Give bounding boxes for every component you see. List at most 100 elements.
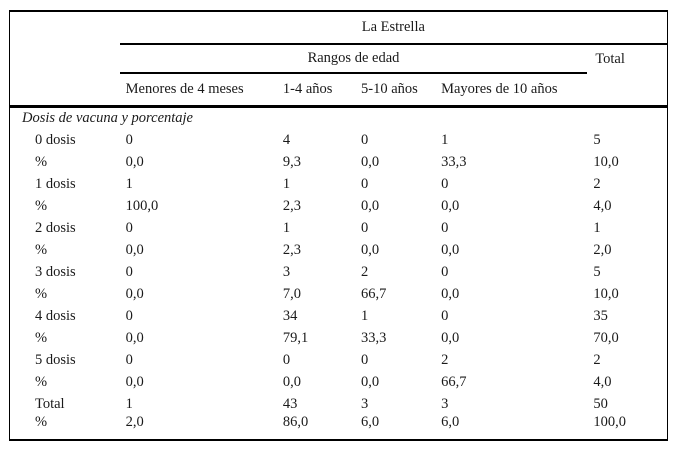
cell: 0 [360,131,369,148]
table-row: % 100,0 2,3 0,0 0,0 4,0 [10,195,668,217]
cell: 70,0 [593,329,619,346]
cell: 1 [593,219,601,236]
row-label: % [35,197,48,214]
cell: 0 [125,131,133,148]
empty-cell [10,44,120,73]
cell: 2,3 [282,241,301,258]
row-label: 4 dosis [35,307,76,324]
table-row: % 0,0 79,1 33,3 0,0 70,0 [10,327,668,349]
row-label: % [35,329,48,346]
cell: 0 [441,263,449,280]
cell: 43 [282,395,298,412]
table-row: % 0,0 7,0 66,7 0,0 10,0 [10,283,668,305]
row-label: % [35,153,48,170]
cell: 2,0 [593,241,612,258]
cell: 100,0 [125,197,159,214]
cell: 0,0 [360,153,380,170]
cell: 0 [125,351,133,368]
column-header-5-10-anos: 5-10 años [354,73,436,108]
cell: 4,0 [593,197,612,214]
cell: 0 [441,175,449,192]
cell: 0 [360,351,369,368]
cell: 0 [125,263,133,280]
cell: 0,0 [360,197,380,214]
table-title: La Estrella [119,11,668,45]
vaccine-doses-table: La Estrella Rangos de edad Total Menores… [9,10,668,441]
column-header-1-4-anos: 1-4 años [276,73,355,108]
cell: 0,0 [360,373,380,390]
cell: 0,0 [125,241,144,258]
cell: 66,7 [441,373,467,390]
cell: 9,3 [282,153,301,170]
age-ranges-group-header: Rangos de edad [119,44,588,74]
table-row: 0 dosis 0 4 0 1 5 [10,129,668,151]
cell: 1 [441,131,449,148]
table-row: 3 dosis 0 3 2 0 5 [10,261,668,283]
row-label: 3 dosis [35,263,76,280]
cell: 10,0 [593,153,619,170]
table-title-row: La Estrella [10,11,668,45]
table-row: 1 dosis 1 1 0 0 2 [10,173,668,195]
cell: 2 [593,175,601,192]
cell: 0 [125,219,133,236]
cell: 2 [593,351,601,368]
cell: 5 [593,131,601,148]
section-label: Dosis de vacuna y porcentaje [22,110,193,126]
table-row: % 0,0 2,3 0,0 0,0 2,0 [10,239,668,261]
cell: 33,3 [441,153,467,170]
table-row: 2 dosis 0 1 0 0 1 [10,217,668,239]
cell: 0 [441,219,449,236]
cell: 5 [593,263,601,280]
cell: 6,0 [441,414,460,430]
section-header-row: Dosis de vacuna y porcentaje [10,106,668,129]
cell: 0,0 [441,329,460,346]
row-label: 2 dosis [35,219,76,236]
column-header-mayores-10-anos: Mayores de 10 años [435,73,588,108]
cell: 3 [360,395,369,412]
table-row: 5 dosis 0 0 0 2 2 [10,349,668,371]
total-column-header: Total [595,50,625,67]
table-row: % 0,0 9,3 0,0 33,3 10,0 [10,151,668,173]
statistics-table-container: La Estrella Rangos de edad Total Menores… [9,10,668,441]
cell: 35 [593,307,608,324]
cell: 0,0 [441,285,460,302]
cell: 2 [360,263,369,280]
cell: 10,0 [593,285,619,302]
table-row: 4 dosis 0 34 1 0 35 [10,305,668,327]
cell: 0,0 [125,153,144,170]
cell: 0 [441,307,449,324]
cell: 0,0 [125,373,144,390]
cell: 0 [125,307,133,324]
table-row: Total 1 43 3 3 50 [10,393,668,415]
cell: 66,7 [360,285,387,302]
row-label: % [35,241,48,258]
row-label: Total [35,395,65,412]
cell: 7,0 [282,285,301,302]
cell: 0,0 [125,285,144,302]
cell: 0 [360,219,369,236]
cell: 4 [282,131,291,148]
group-header-row: Rangos de edad Total [10,44,668,74]
cell: 79,1 [282,329,309,346]
table-row: % 2,0 86,0 6,0 6,0 100,0 [10,415,668,440]
cell: 100,0 [593,414,626,430]
cell: 6,0 [360,414,380,430]
column-header-menores-4-meses: Menores de 4 meses [119,73,277,108]
cell: 0,0 [441,197,460,214]
row-label: % [35,285,48,302]
row-label: % [35,414,48,430]
cell: 86,0 [282,414,309,430]
cell: 0 [282,351,291,368]
cell: 0,0 [360,241,380,258]
empty-cell [9,73,120,108]
cell: 33,3 [360,329,387,346]
cell: 0,0 [125,329,144,346]
cell: 3 [441,395,449,412]
cell: 2,0 [125,414,144,430]
cell: 4,0 [593,373,612,390]
row-label: 0 dosis [35,131,76,148]
cell: 2 [441,351,449,368]
cell: 0,0 [282,373,301,390]
cell: 2,3 [282,197,301,214]
cell: 50 [593,395,608,412]
